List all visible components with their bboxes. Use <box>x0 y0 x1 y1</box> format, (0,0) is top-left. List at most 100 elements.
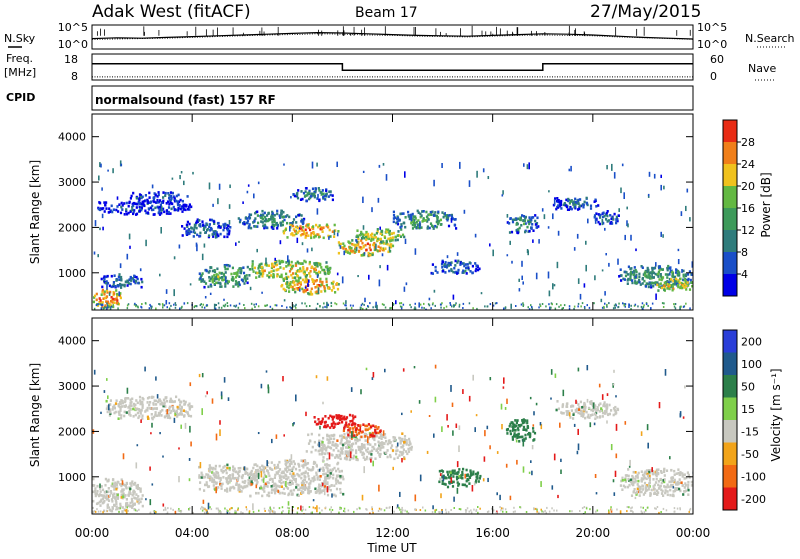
heat-cell <box>103 278 105 281</box>
heat-cell <box>208 271 210 274</box>
heat-cell <box>128 205 130 208</box>
heat-cell <box>173 289 175 296</box>
heat-cell <box>683 306 685 308</box>
heat-cell <box>187 302 189 304</box>
heat-cell <box>614 406 616 409</box>
heat-cell <box>263 490 265 493</box>
heat-cell <box>392 245 394 248</box>
heat-cell <box>672 289 674 292</box>
heat-cell <box>268 276 270 279</box>
heat-cell <box>224 266 226 269</box>
heat-cell <box>345 437 347 440</box>
heat-cell <box>615 410 617 413</box>
heat-cell <box>456 272 458 275</box>
heat-cell <box>237 472 239 475</box>
heat-cell <box>343 427 345 430</box>
heat-cell <box>355 442 357 445</box>
heat-cell <box>379 165 381 168</box>
freq-right-label: Nave <box>748 62 776 75</box>
heat-cell <box>327 287 329 290</box>
heat-cell <box>660 478 662 481</box>
noise-right-tick-bottom: 10^0 <box>697 38 727 51</box>
heat-cell <box>472 375 474 381</box>
heat-cell <box>298 279 300 282</box>
heat-cell <box>656 489 658 492</box>
heat-cell <box>107 282 109 285</box>
heat-cell <box>642 282 644 285</box>
heat-cell <box>534 214 536 217</box>
heat-cell <box>342 276 344 283</box>
heat-cell <box>239 467 241 470</box>
heat-cell <box>118 291 120 296</box>
heat-cell <box>221 276 223 279</box>
heat-cell <box>136 276 138 279</box>
heat-cell <box>450 261 452 264</box>
heat-cell <box>108 487 110 490</box>
heat-cell <box>129 234 131 240</box>
heat-cell <box>365 428 367 431</box>
heat-cell <box>224 489 226 492</box>
heat-cell <box>115 289 117 292</box>
heat-cell <box>600 407 602 410</box>
heat-cell <box>261 269 263 272</box>
heat-cell <box>317 208 319 214</box>
heat-cell <box>210 293 212 295</box>
heat-cell <box>558 408 560 411</box>
heat-cell <box>217 474 219 477</box>
heat-cell <box>301 482 303 485</box>
heat-cell <box>669 494 671 497</box>
heat-cell <box>515 429 517 432</box>
heat-cell <box>262 221 264 224</box>
heat-cell <box>158 191 160 194</box>
heat-cell <box>360 451 362 454</box>
heat-cell <box>314 286 316 289</box>
heat-cell <box>648 482 650 485</box>
heat-cell <box>171 400 173 403</box>
heat-cell <box>323 302 325 304</box>
heat-cell <box>403 448 405 451</box>
noise-right-label: N.Search <box>745 32 795 45</box>
heat-cell <box>314 416 316 419</box>
heat-cell <box>317 490 319 493</box>
freq-left-tick-bottom: 8 <box>71 70 78 83</box>
heat-cell <box>620 484 622 487</box>
heat-cell <box>226 472 228 475</box>
heat-cell <box>106 302 108 304</box>
heat-cell <box>94 487 96 490</box>
heat-cell <box>313 232 315 235</box>
heat-cell <box>219 285 221 288</box>
heat-cell <box>104 390 106 393</box>
heat-cell <box>128 494 130 497</box>
heat-cell <box>665 486 667 489</box>
heat-cell <box>680 411 682 416</box>
heat-cell <box>279 262 281 265</box>
heat-cell <box>376 232 378 235</box>
power-colorbar-label: Power [dB] <box>759 172 773 237</box>
heat-cell <box>532 239 534 243</box>
heat-cell <box>94 370 96 375</box>
heat-cell <box>295 226 297 229</box>
heat-cell <box>684 473 686 476</box>
heat-cell <box>284 299 286 301</box>
heat-cell <box>118 417 120 420</box>
heat-cell <box>462 270 464 273</box>
heat-cell <box>310 193 312 196</box>
heat-cell <box>233 305 235 307</box>
heat-cell <box>400 223 402 226</box>
heat-cell <box>131 209 133 212</box>
heat-cell <box>178 447 180 449</box>
heat-cell <box>574 424 576 427</box>
heat-cell <box>227 305 229 307</box>
heat-cell <box>336 463 338 466</box>
heat-cell <box>333 421 335 424</box>
heat-cell <box>123 415 125 418</box>
heat-cell <box>548 272 550 279</box>
heat-cell <box>329 267 331 270</box>
power-colorbar-swatch <box>723 208 737 230</box>
heat-cell <box>337 233 339 237</box>
heat-cell <box>288 290 290 293</box>
heat-cell <box>320 290 322 293</box>
heat-cell <box>120 297 122 300</box>
heat-cell <box>347 425 349 428</box>
heat-cell <box>523 466 525 472</box>
